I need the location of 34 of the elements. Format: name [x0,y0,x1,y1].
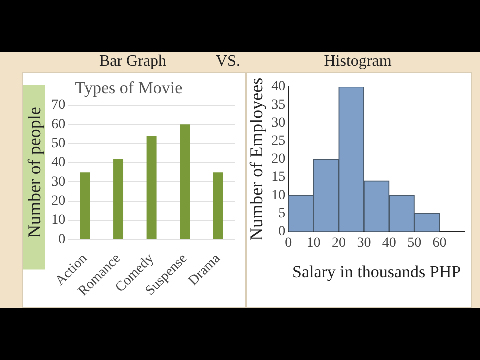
x-tick-label: 20 [332,236,346,251]
x-tick-label: 60 [432,236,447,251]
y-tick-label: 20 [272,152,286,168]
y-tick-label: 30 [272,116,286,131]
x-tick-label: 40 [382,236,396,251]
x-tick-label: 30 [357,236,372,251]
y-tick-label: 60 [52,117,66,132]
bar [180,124,190,240]
bar [80,172,90,240]
bar [146,136,157,240]
y-axis-title: Number of Employees [246,78,267,241]
y-tick-label: 20 [52,194,66,210]
chart-title: Histogram [323,52,393,72]
y-tick-label: 10 [52,213,66,228]
y-tick-label: 25 [272,134,286,149]
y-axis-title: Number of people [24,107,45,238]
x-axis-title: Salary in thousands PHP [292,262,462,282]
y-tick-label: 10 [272,188,286,204]
text: VS. [216,52,240,72]
x-tick-label: 50 [408,236,422,251]
chart-title: Bar Graph [99,53,167,70]
y-tick-label: 40 [52,156,66,171]
chart-subtitle: Types of Movie [75,78,183,98]
y-tick-label: 5 [278,206,286,222]
bar [114,159,124,240]
y-tick-label: 50 [52,136,66,152]
y-tick-label: 15 [272,170,286,186]
y-tick-label: 40 [272,80,286,95]
y-tick-label: 70 [52,98,66,114]
y-tick-label: 30 [52,174,66,190]
y-tick-label: 35 [272,98,286,113]
bar [213,172,224,240]
y-tick-label: 0 [278,224,286,240]
x-tick-label: 10 [306,236,321,251]
